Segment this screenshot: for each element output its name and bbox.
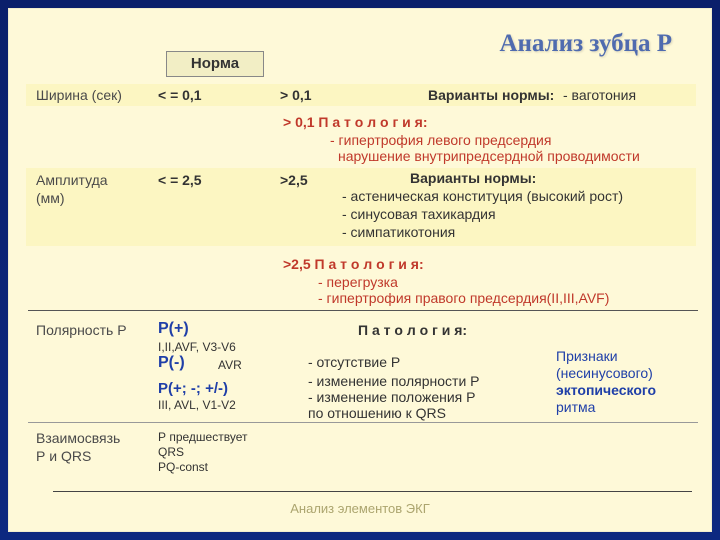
footer-caption: Анализ элементов ЭКГ	[8, 501, 712, 516]
width-variants-hdr: Варианты нормы:	[428, 87, 554, 103]
polar-path-hdr: П а т о л о г и я:	[358, 322, 467, 338]
label-amp-a: Амплитуда	[36, 172, 108, 188]
label-amp-b: (мм)	[36, 190, 65, 206]
label-width: Ширина (сек)	[36, 87, 122, 103]
polar-signs-d: ритма	[556, 399, 595, 415]
rel-txt-b: QRS	[158, 445, 184, 459]
polar-pos-sub: I,II,AVF, V3-V6	[158, 340, 236, 354]
rel-txt-c: PQ-const	[158, 460, 208, 474]
amp-variants-b: - синусовая тахикардия	[342, 206, 496, 222]
divider-1	[28, 310, 698, 311]
label-rel-b: Р и QRS	[36, 448, 91, 464]
polar-path-a: - отсутствие Р	[308, 354, 400, 370]
page-title: Анализ зубца Р	[499, 30, 672, 58]
amp-variants-c: - симпатикотония	[342, 224, 455, 240]
polar-path-d: по отношению к QRS	[308, 405, 446, 421]
slide-frame: Анализ зубца Р Норма Ширина (сек) < = 0,…	[0, 0, 720, 540]
width-norm: < = 0,1	[158, 87, 202, 103]
amp-path1-hdr: > 0,1 П а т о л о г и я:	[283, 114, 428, 130]
polar-mix-sub: III, AVL, V1-V2	[158, 398, 236, 412]
amp-path1-a: - гипертрофия левого предсердия	[330, 132, 551, 148]
amp-variants-hdr: Варианты нормы:	[410, 170, 536, 186]
amp-path2-b: - гипертрофия правого предсердия(II,III,…	[318, 290, 609, 306]
polar-neg: Р(-)	[158, 354, 185, 372]
polar-signs-a: Признаки	[556, 348, 618, 364]
amp-abn: >2,5	[280, 172, 308, 188]
width-abn: > 0,1	[280, 87, 312, 103]
polar-mix: Р(+; -; +/-)	[158, 380, 228, 397]
polar-signs-b: (несинусового)	[556, 365, 653, 381]
amp-path2-a: - перегрузка	[318, 274, 398, 290]
polar-pos: Р(+)	[158, 320, 189, 338]
divider-2	[28, 422, 698, 423]
content-panel: Анализ зубца Р Норма Ширина (сек) < = 0,…	[8, 8, 712, 532]
width-variants-txt: - ваготония	[563, 87, 636, 103]
polar-neg-sub: AVR	[218, 358, 242, 372]
rel-txt-a: Р предшествует	[158, 430, 247, 444]
polar-path-b: - изменение полярности Р	[308, 373, 480, 389]
norma-header: Норма	[166, 51, 264, 77]
footer-divider	[53, 491, 692, 492]
polar-signs-c: эктопического	[556, 382, 656, 398]
label-polar: Полярность Р	[36, 322, 127, 338]
amp-norm: < = 2,5	[158, 172, 202, 188]
amp-path1-b: нарушение внутрипредсердной проводимости	[338, 148, 640, 164]
amp-path2-hdr: >2,5 П а т о л о г и я:	[283, 256, 424, 272]
amp-variants-a: - астеническая конституция (высокий рост…	[342, 188, 623, 204]
polar-path-c: - изменение положения Р	[308, 389, 475, 405]
label-rel-a: Взаимосвязь	[36, 430, 120, 446]
